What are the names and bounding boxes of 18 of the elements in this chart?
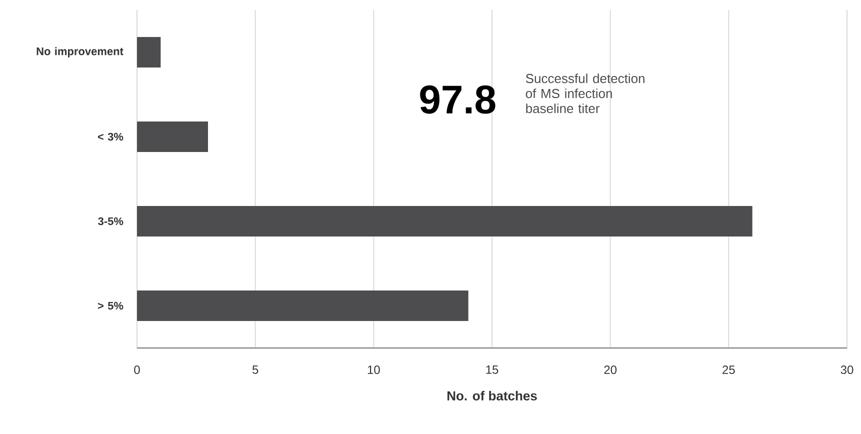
x-tick-label: 10 [368,366,380,374]
bar [137,290,468,321]
x-tick-label: 30 [840,366,854,374]
y-tick-label: < 3% [98,132,124,141]
bar [137,206,752,236]
x-tick-label: 0 [134,366,140,374]
bar [137,122,208,152]
annotation: 97.8 [420,85,496,114]
x-tick-label: 20 [604,366,617,374]
annotation: Successful detection of MS infection baseline titer [526,74,644,114]
x-tick-label: 25 [722,366,735,374]
x-axis-title: No. of batches [447,390,537,400]
y-tick-label: 3-5% [98,217,124,226]
y-tick-label: > 5% [98,302,124,310]
x-tick-label: 15 [486,366,498,374]
bar [137,37,161,68]
y-tick-label: No improvement [36,47,124,58]
x-tick-label: 5 [252,366,258,374]
